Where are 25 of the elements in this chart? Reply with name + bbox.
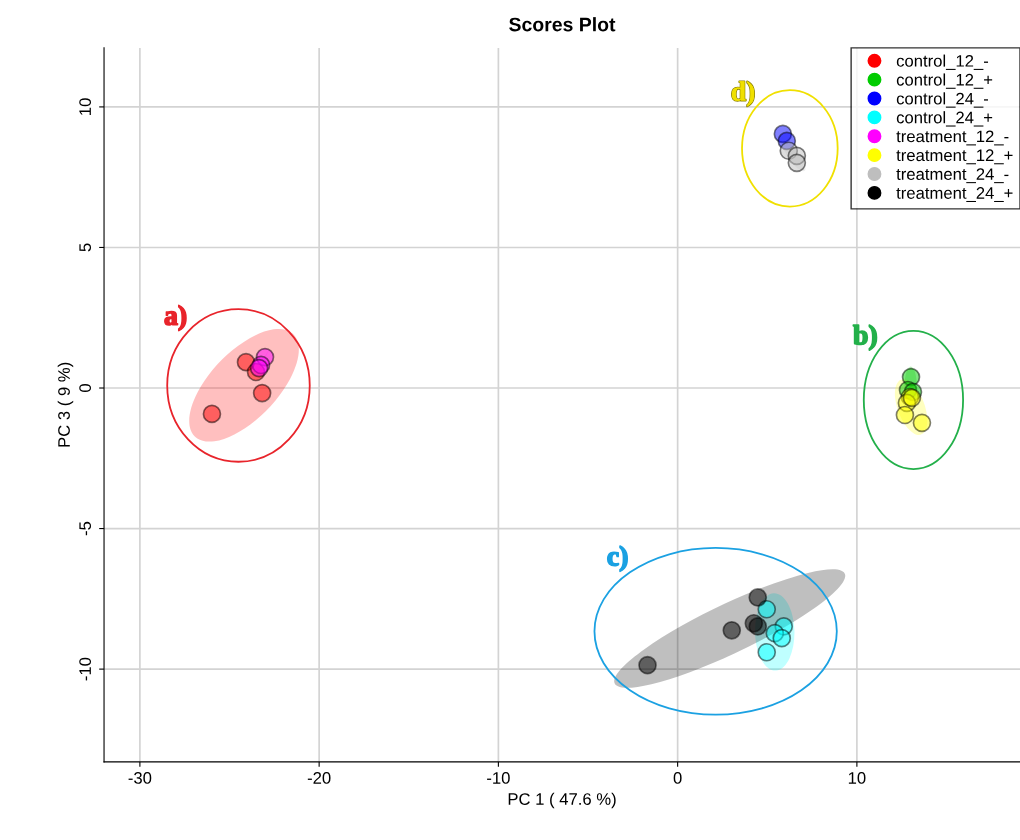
x-tick-label: -30: [128, 772, 152, 784]
x-axis-title: PC 1 ( 47.6 %): [508, 792, 616, 809]
y-tick-label: -5: [79, 521, 92, 536]
legend-label: control_24_-: [896, 92, 989, 108]
y-tick-label: 0: [79, 384, 92, 392]
x-tick-label: 0: [673, 772, 682, 784]
annotation: b): [853, 324, 877, 351]
legend-label: treatment_12_-: [896, 130, 1009, 146]
legend-label: treatment_12_+: [896, 149, 1013, 165]
legend-label: control_12_-: [896, 54, 989, 70]
x-tick-label: 10: [848, 772, 866, 784]
y-axis-title: PC 3 ( 9 %): [57, 362, 74, 447]
legend-label: control_24_+: [896, 111, 993, 127]
y-tick-label: -10: [79, 657, 92, 681]
legend-label: control_12_+: [896, 73, 993, 89]
x-tick-label: -10: [487, 772, 510, 784]
legend-label: treatment_24_+: [896, 187, 1013, 203]
annotation: c): [607, 546, 628, 572]
y-tick-label: 10: [79, 98, 92, 115]
annotation: d): [731, 81, 755, 107]
x-tick-label: -20: [307, 772, 331, 784]
y-tick-label: 5: [79, 243, 92, 252]
legend-label: treatment_24_-: [896, 168, 1009, 184]
chart-title: Scores Plot: [509, 17, 616, 32]
annotation: a): [164, 305, 186, 331]
